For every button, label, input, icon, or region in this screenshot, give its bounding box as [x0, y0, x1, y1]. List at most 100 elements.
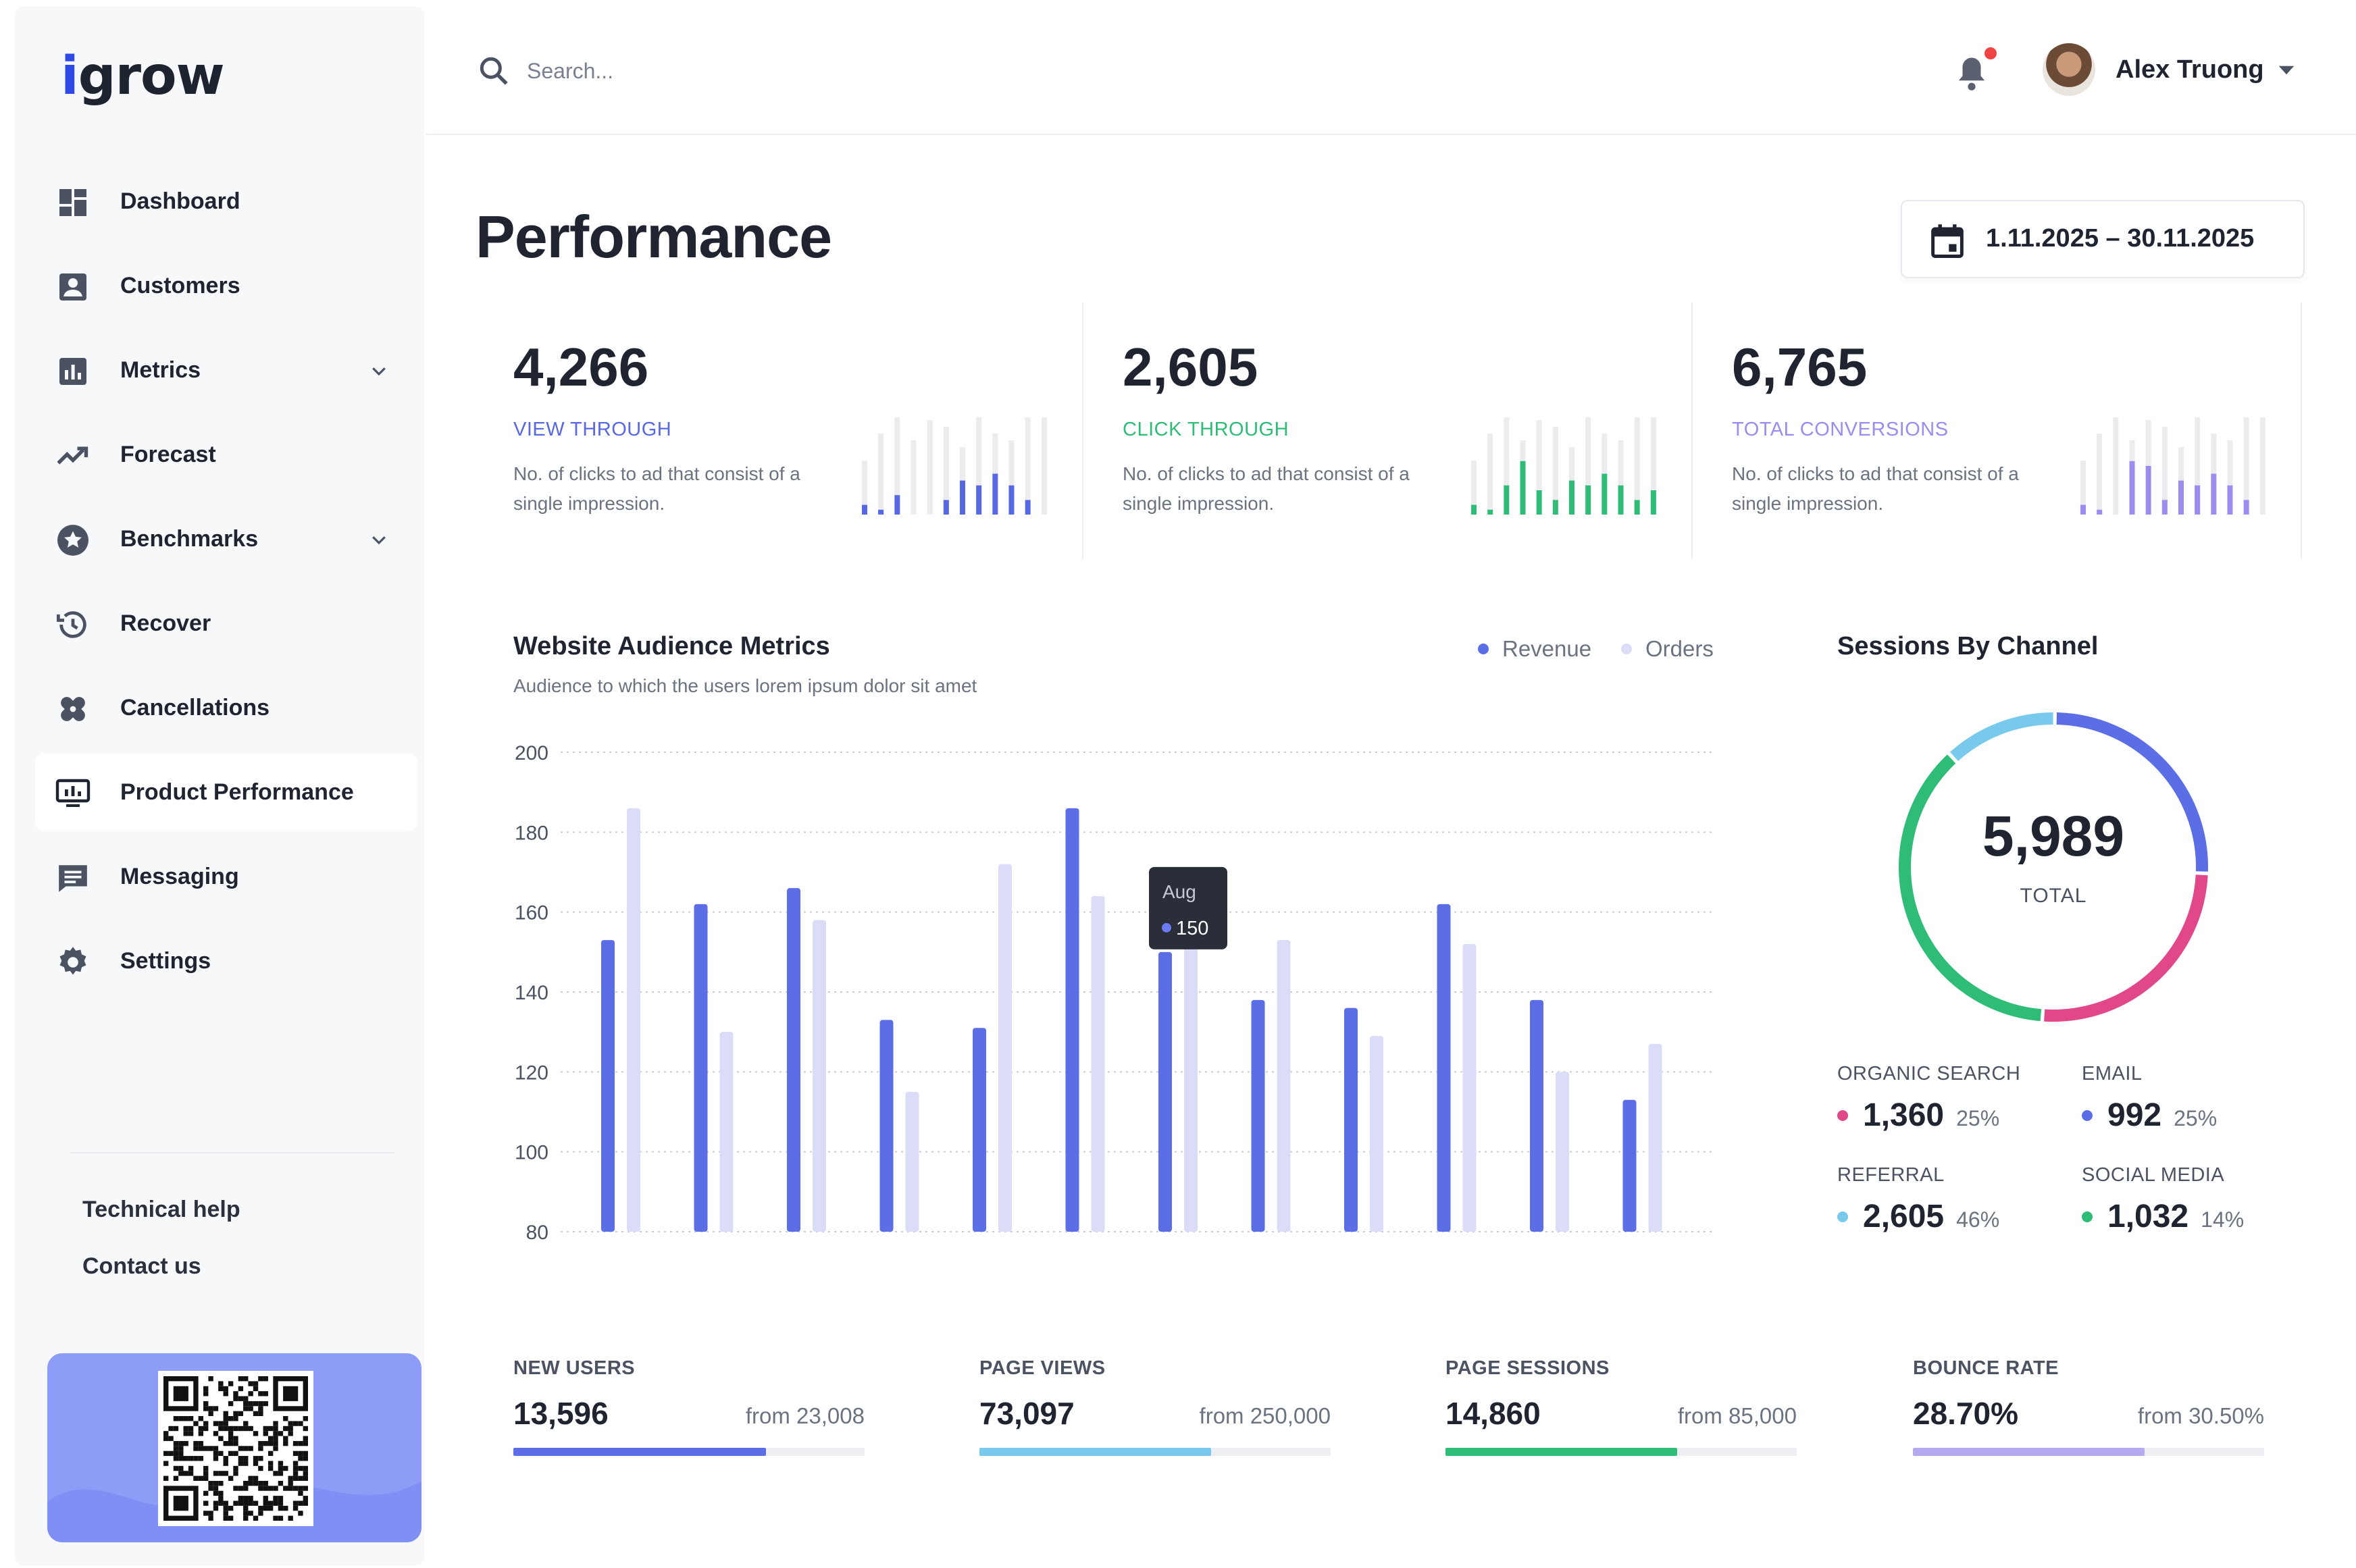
legend-label: Orders — [1645, 636, 1714, 661]
kpi-bar — [1504, 485, 1510, 515]
search-input[interactable] — [527, 53, 1000, 89]
trend-up-icon — [55, 438, 91, 473]
tooltip-month: Aug — [1162, 881, 1196, 902]
bar-revenue[interactable] — [1344, 1008, 1358, 1232]
date-range-label: 1.11.2025 – 30.11.2025 — [1986, 224, 2255, 253]
gear-icon — [55, 945, 91, 980]
bar-revenue[interactable] — [1065, 808, 1079, 1232]
chevron-down-icon[interactable] — [369, 361, 389, 381]
sidebar-item-metrics[interactable]: Metrics — [35, 331, 417, 409]
bar-orders[interactable] — [1184, 872, 1198, 1232]
sidebar-item-customers[interactable]: Customers — [35, 246, 417, 325]
bar-orders[interactable] — [998, 864, 1012, 1232]
kpi-bar — [2145, 466, 2151, 515]
user-name[interactable]: Alex Truong — [2116, 55, 2264, 84]
bar-orders[interactable] — [1648, 1043, 1662, 1232]
bar-orders[interactable] — [905, 1091, 919, 1232]
y-tick-label: 120 — [515, 1062, 548, 1084]
channel-percent: 25% — [2174, 1106, 2218, 1130]
bar-orders[interactable] — [1556, 1072, 1569, 1232]
contact-us-link[interactable]: Contact us — [82, 1253, 201, 1279]
bar-revenue[interactable] — [787, 888, 800, 1232]
search-icon[interactable] — [477, 54, 511, 88]
dashboard-icon — [55, 185, 91, 220]
kpi-bar-bg — [1650, 417, 1656, 515]
kpi-bar-bg — [1487, 434, 1493, 515]
logo[interactable]: igrow — [61, 46, 225, 107]
sidebar-item-label: Recover — [120, 610, 211, 636]
top-bar: Alex Truong — [426, 0, 2356, 135]
sidebar-item-dashboard[interactable]: Dashboard — [35, 162, 417, 240]
bar-orders[interactable] — [1277, 940, 1291, 1232]
donut-segment[interactable] — [2056, 712, 2208, 872]
donut-segment[interactable] — [1899, 754, 2042, 1022]
page-title: Performance — [476, 203, 832, 270]
sidebar-item-messaging[interactable]: Messaging — [35, 837, 417, 916]
donut-segment[interactable] — [1949, 712, 2053, 762]
kpi-bar — [1536, 490, 1542, 515]
kpi-bar-bg — [1536, 420, 1542, 515]
chevron-down-icon[interactable] — [369, 529, 389, 550]
bar-orders[interactable] — [1370, 1036, 1383, 1232]
user-card-icon — [55, 269, 91, 305]
sidebar-item-cancellations[interactable]: Cancellations — [35, 669, 417, 747]
bar-revenue[interactable] — [601, 940, 615, 1232]
sidebar-item-settings[interactable]: Settings — [35, 922, 417, 1000]
kpi-sparkbars — [2080, 417, 2265, 515]
legend-orders[interactable]: Orders — [1621, 636, 1714, 662]
sidebar-item-benchmarks[interactable]: Benchmarks — [35, 500, 417, 578]
calendar-icon — [1930, 223, 1964, 259]
audience-subtitle: Audience to which the users lorem ipsum … — [513, 675, 977, 696]
bar-revenue[interactable] — [1530, 999, 1543, 1232]
caret-down-icon[interactable] — [2276, 62, 2297, 78]
kpi-bar — [1634, 500, 1640, 515]
channel-value: 2,605 — [1863, 1199, 1945, 1234]
channel-dot — [2082, 1211, 2093, 1222]
bar-revenue[interactable] — [879, 1020, 894, 1232]
channel-dot — [1837, 1109, 1848, 1121]
stat-bounce-rate: BOUNCE RATE 28.70% from 30.50% — [1913, 1351, 2264, 1465]
sidebar: igrow Dashboard Customers Metrics — [15, 7, 424, 1565]
kpi-bar — [1487, 509, 1493, 515]
qr-card[interactable] — [47, 1353, 421, 1542]
sidebar-item-recover[interactable]: Recover — [35, 584, 417, 662]
stat-progress-track — [1913, 1448, 2264, 1456]
sidebar-item-product-performance[interactable]: Product Performance — [35, 753, 417, 831]
bar-revenue[interactable] — [1437, 904, 1451, 1232]
notification-badge — [1984, 47, 1997, 59]
kpi-bar — [2211, 473, 2217, 515]
bar-revenue[interactable] — [1622, 1099, 1637, 1232]
bar-revenue[interactable] — [1251, 999, 1265, 1232]
bar-revenue[interactable] — [973, 1028, 986, 1232]
avatar[interactable] — [2043, 43, 2095, 96]
y-tick-label: 160 — [515, 902, 548, 924]
kpi-bar — [2129, 461, 2135, 515]
kpi-bar — [894, 495, 900, 515]
bar-revenue[interactable] — [694, 904, 708, 1232]
technical-help-link[interactable]: Technical help — [82, 1197, 240, 1222]
bar-orders[interactable] — [1091, 896, 1105, 1232]
kpi-bar-bg — [2080, 461, 2086, 515]
bar-orders[interactable] — [719, 1032, 734, 1232]
kpi-bar — [862, 504, 867, 515]
monitor-chart-icon — [55, 776, 91, 811]
bar-orders[interactable] — [627, 808, 640, 1232]
kpi-description: No. of clicks to ad that consist of a si… — [1123, 463, 1410, 514]
sidebar-item-label: Messaging — [120, 863, 239, 889]
donut-total-value: 5,989 — [1982, 804, 2125, 868]
donut-segment[interactable] — [2044, 874, 2208, 1022]
kpi-label: VIEW THROUGH — [513, 419, 672, 440]
sidebar-item-forecast[interactable]: Forecast — [35, 415, 417, 494]
kpi-label: CLICK THROUGH — [1123, 419, 1289, 440]
donut-total-caption: TOTAL — [2020, 885, 2087, 907]
bell-icon[interactable] — [1953, 53, 1990, 93]
sidebar-divider — [70, 1152, 394, 1153]
bar-orders[interactable] — [1462, 944, 1477, 1232]
date-range-picker[interactable]: 1.11.2025 – 30.11.2025 — [1901, 200, 2305, 278]
kpi-bar-bg — [1025, 417, 1031, 515]
history-icon — [55, 607, 91, 642]
legend-revenue[interactable]: Revenue — [1478, 636, 1591, 662]
kpi-bar — [2080, 504, 2086, 515]
bar-revenue[interactable] — [1158, 951, 1172, 1232]
bar-orders[interactable] — [813, 920, 826, 1232]
